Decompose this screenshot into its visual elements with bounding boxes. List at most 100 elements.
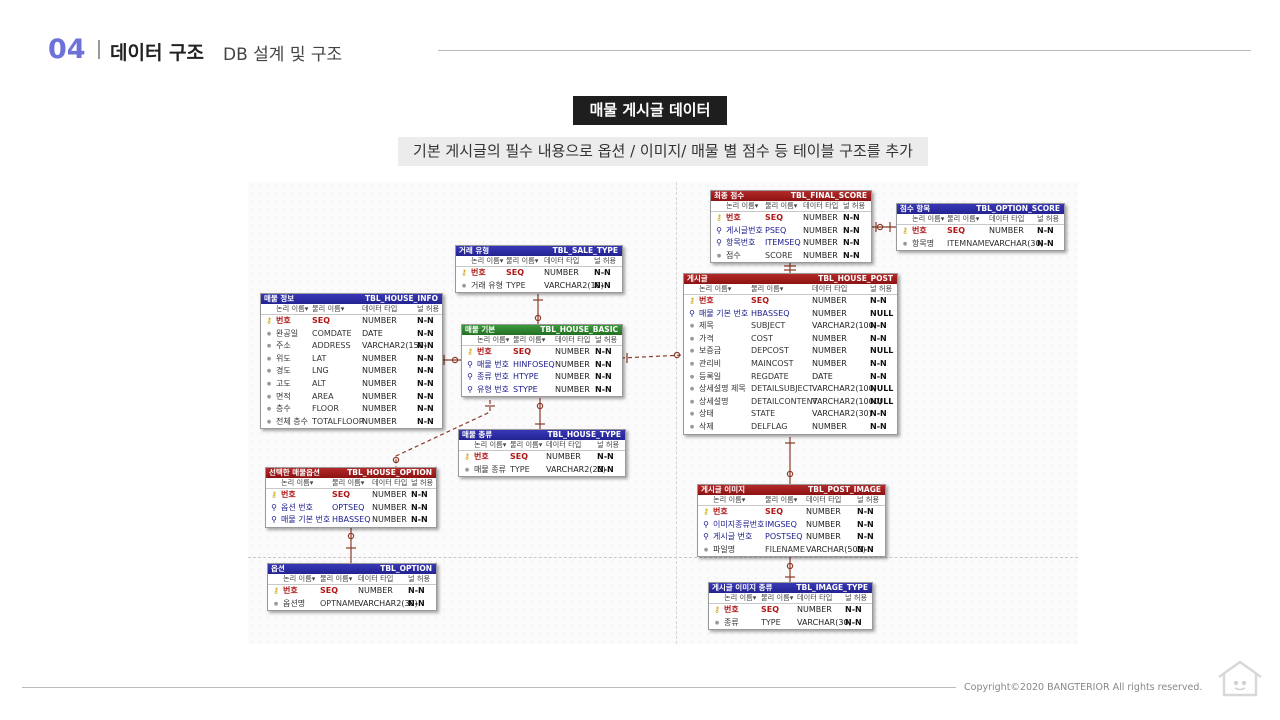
cell-logical: 점수 (726, 250, 741, 260)
cell-nullable: N-N (417, 391, 434, 401)
column-header-logical: 논리 이름▾ (283, 574, 316, 583)
cell-type: NUMBER (372, 502, 407, 512)
cell-nullable: N-N (417, 316, 434, 325)
cell-physical: ITEMNAME (947, 238, 990, 248)
table-physical-name: TBL_POST_IMAGE (808, 485, 881, 494)
table-row: ● 상세설명 DETAILCONTENT VARCHAR2(1000) NULL (684, 396, 897, 409)
cell-logical: 주소 (276, 341, 291, 351)
cell-nullable: N-N (417, 404, 434, 414)
cell-physical: PSEQ (765, 225, 787, 235)
cell-type: NUMBER (372, 490, 407, 499)
cell-nullable: N-N (595, 347, 612, 356)
cell-physical: SEQ (513, 347, 532, 356)
cell-logical: 매물 종류 (474, 464, 506, 474)
cell-logical: 번호 (726, 213, 741, 222)
column-header-physical: 물리 이름▾ (751, 284, 784, 293)
column-header-type: 데이터 타입 (544, 256, 580, 265)
cell-physical: ADDRESS (312, 341, 351, 351)
foreign-key-icon: ⚲ (716, 238, 722, 248)
table-logical-name: 옵션 (271, 564, 285, 573)
column-header-row: 논리 이름▾ 물리 이름▾ 데이터 타입 널 허용 (268, 574, 436, 585)
table-row: ● 점수 SCORE NUMBER N-N (711, 250, 871, 263)
table-header: 매물 기본 TBL_HOUSE_BASIC (462, 325, 622, 335)
column-header-physical: 물리 이름▾ (332, 478, 365, 487)
table-sale_type: 거래 유형 TBL_SALE_TYPE 논리 이름▾ 물리 이름▾ 데이터 타입 널 허용… (455, 245, 623, 294)
table-row: ⚷ 번호 SEQ NUMBER N-N (456, 267, 622, 280)
cell-physical: FLOOR (312, 404, 339, 414)
cell-nullable: N-N (870, 321, 887, 331)
attribute-dot-icon: ● (703, 546, 709, 553)
table-row: ⚷ 번호 SEQ NUMBER N-N (897, 225, 1064, 238)
table-logical-name: 게시글 이미지 (701, 485, 746, 494)
cell-nullable: N-N (595, 372, 612, 382)
cell-type: NUMBER (812, 296, 847, 305)
section-description: 기본 게시글의 필수 내용으로 옵션 / 이미지/ 매물 별 점수 등 테이블 … (398, 137, 928, 166)
cell-type: VARCHAR2(100) (812, 384, 877, 394)
cell-type: NUMBER (806, 519, 841, 529)
cell-nullable: N-N (843, 250, 860, 260)
cell-logical: 면적 (276, 391, 291, 401)
table-row: ⚷ 번호 SEQ NUMBER N-N (711, 212, 871, 225)
table-house_post: 게시글 TBL_HOUSE_POST 논리 이름▾ 물리 이름▾ 데이터 타입 널 허용 ⚷… (683, 273, 898, 435)
column-header-nullable: 널 허용 (594, 256, 617, 265)
foreign-key-icon: ⚲ (703, 532, 709, 542)
cell-physical: REGDATE (751, 371, 789, 381)
cell-type: NUMBER (362, 378, 397, 388)
table-option: 옵션 TBL_OPTION 논리 이름▾ 물리 이름▾ 데이터 타입 널 허용 ⚷ 번호 SEQ… (267, 563, 437, 612)
column-header-nullable: 널 허용 (1037, 214, 1060, 223)
table-logical-name: 게시글 이미지 종류 (712, 583, 773, 592)
column-header-logical: 논리 이름▾ (724, 593, 757, 602)
cell-logical: 매물 번호 (477, 359, 509, 369)
column-header-nullable: 널 허용 (411, 478, 434, 487)
cell-logical: 번호 (699, 296, 714, 305)
cell-logical: 전체 층수 (276, 416, 308, 426)
cell-nullable: NULL (870, 346, 894, 356)
attribute-dot-icon: ● (689, 398, 695, 405)
column-header-row: 논리 이름▾ 물리 이름▾ 데이터 타입 널 허용 (266, 478, 436, 489)
cell-physical: SEQ (947, 226, 966, 235)
column-header-physical: 물리 이름▾ (506, 256, 539, 265)
table-house_info: 매물 정보 TBL_HOUSE_INFO 논리 이름▾ 물리 이름▾ 데이터 타입 널 허… (260, 293, 443, 430)
cell-logical: 보증금 (699, 346, 722, 356)
table-logical-name: 매물 정보 (264, 294, 295, 303)
cell-nullable: N-N (870, 371, 887, 381)
table-row: ● 고도 ALT NUMBER N-N (261, 378, 442, 391)
table-logical-name: 점수 항목 (900, 204, 931, 213)
column-header-physical: 물리 이름▾ (312, 304, 345, 313)
table-header: 점수 항목 TBL_OPTION_SCORE (897, 204, 1064, 214)
rel-basic-post (620, 354, 685, 359)
cell-physical: SEQ (510, 452, 529, 461)
column-header-physical: 물리 이름▾ (947, 214, 980, 223)
table-row: ● 보증금 DEPCOST NUMBER NULL (684, 345, 897, 358)
key-icon: ⚷ (464, 452, 470, 461)
column-header-nullable: 널 허용 (857, 495, 880, 504)
cell-physical: SEQ (320, 586, 339, 595)
column-header-logical: 논리 이름▾ (474, 440, 507, 449)
cell-type: NUMBER (362, 316, 397, 325)
cell-type: NUMBER (555, 359, 590, 369)
cell-type: NUMBER (544, 268, 579, 277)
cell-nullable: NULL (870, 384, 894, 394)
column-header-row: 논리 이름▾ 물리 이름▾ 데이터 타입 널 허용 (456, 256, 622, 267)
cell-logical: 번호 (724, 605, 739, 614)
cell-nullable: N-N (594, 280, 611, 290)
cell-type: VARCHAR2(1000) (812, 396, 882, 406)
table-header: 옵션 TBL_OPTION (268, 564, 436, 574)
table-row: ⚲ 옵션 번호 OPTSEQ NUMBER N-N (266, 502, 436, 515)
table-header: 게시글 이미지 종류 TBL_IMAGE_TYPE (709, 583, 872, 593)
column-header-row: 논리 이름▾ 물리 이름▾ 데이터 타입 널 허용 (261, 304, 442, 315)
table-row: ⚲ 게시글번호 PSEQ NUMBER N-N (711, 225, 871, 238)
table-header: 매물 종류 TBL_HOUSE_TYPE (459, 430, 625, 440)
cell-nullable: N-N (1037, 226, 1054, 235)
cell-type: NUMBER (555, 347, 590, 356)
column-header-logical: 논리 이름▾ (912, 214, 945, 223)
table-row: ● 경도 LNG NUMBER N-N (261, 365, 442, 378)
cell-physical: SEQ (332, 490, 351, 499)
table-row: ● 상태 STATE VARCHAR2(30) N-N (684, 408, 897, 421)
attribute-dot-icon: ● (461, 282, 467, 289)
attribute-dot-icon: ● (266, 393, 272, 400)
table-row: ● 파일명 FILENAME VARCHAR(500) N-N (698, 544, 885, 557)
table-row: ⚷ 번호 SEQ NUMBER N-N (684, 295, 897, 308)
cell-physical: TYPE (510, 464, 530, 474)
cell-logical: 층수 (276, 404, 291, 414)
